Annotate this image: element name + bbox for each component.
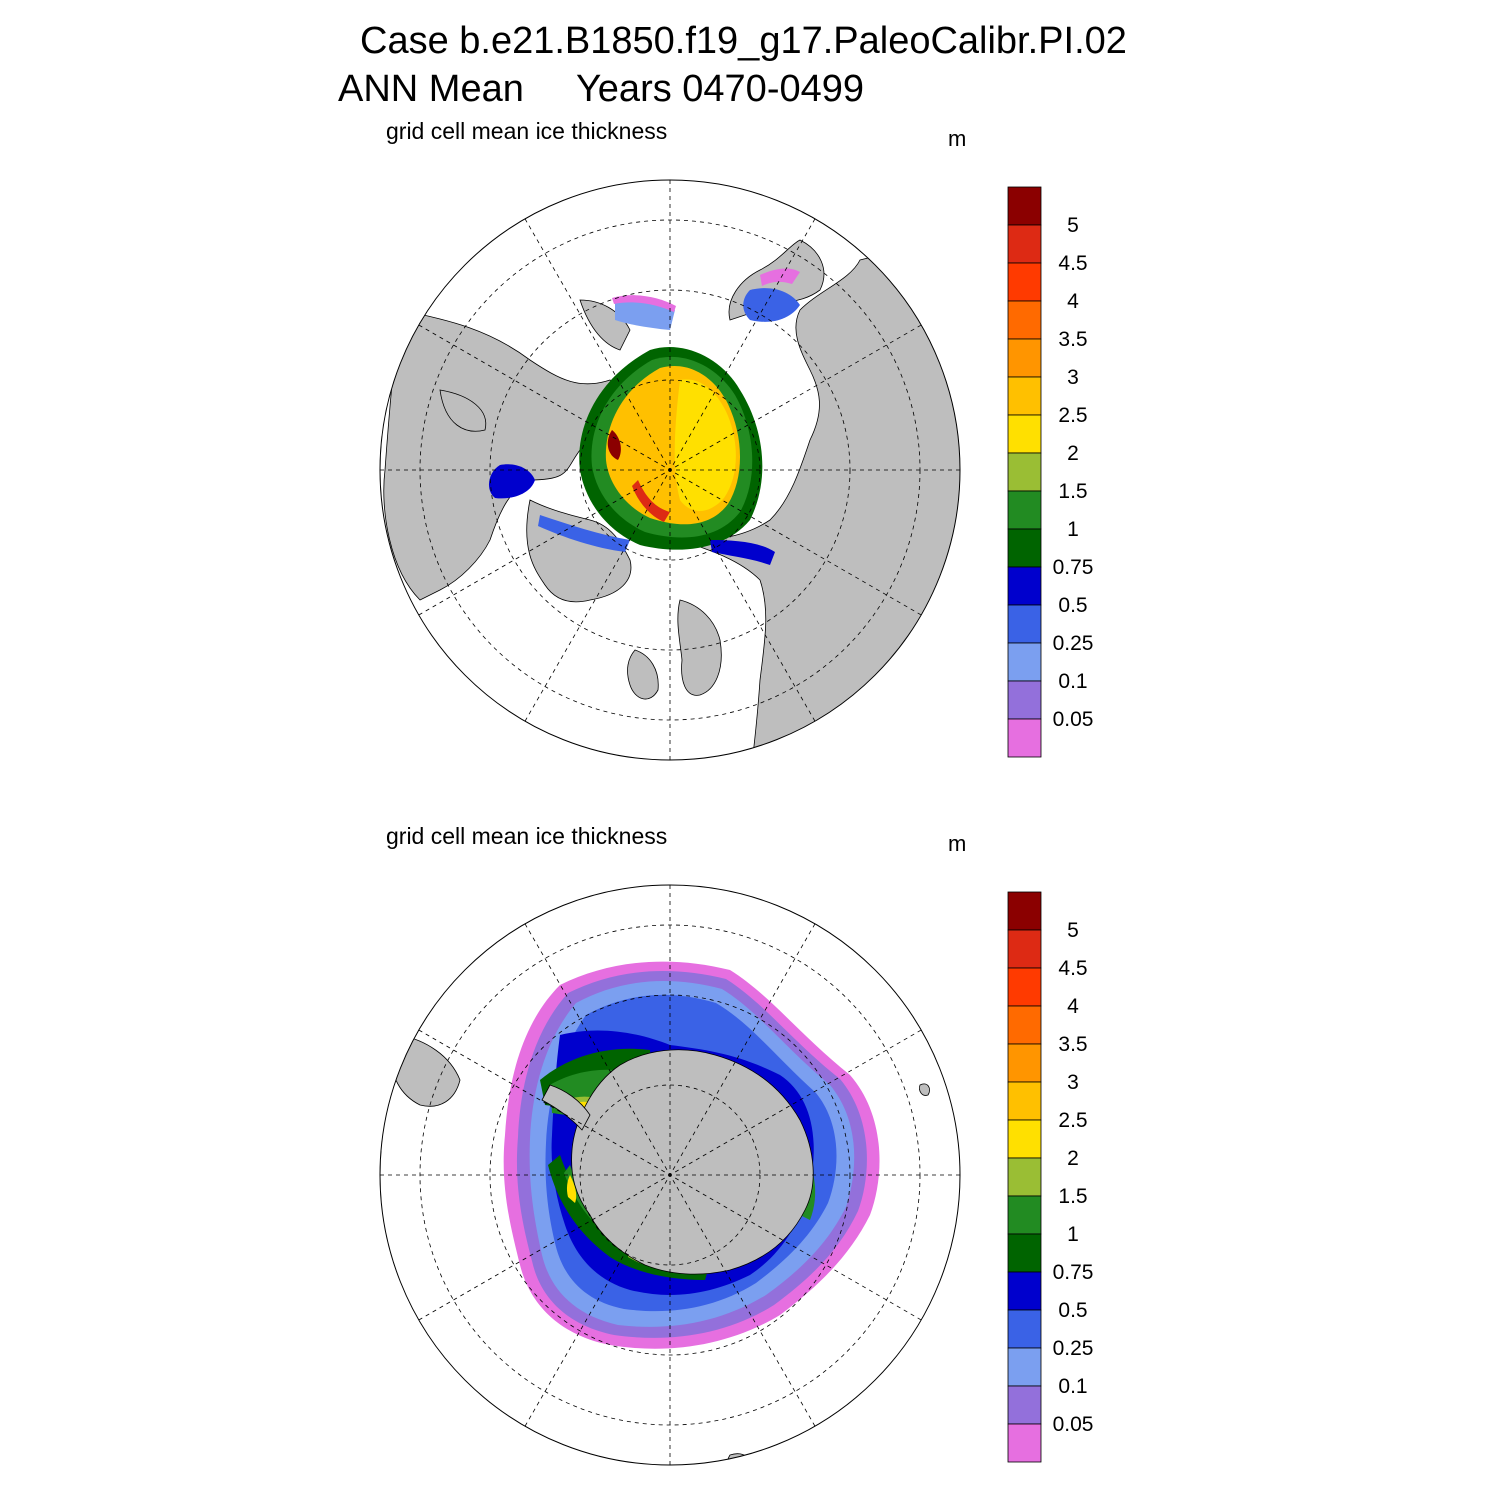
nh-colorbar-box [1007, 604, 1042, 644]
sh-colorbar-tick-label: 3 [1067, 1071, 1079, 1094]
sh-colorbar-tick-label: 0.25 [1053, 1337, 1094, 1360]
figure-title-period: ANN Mean Years 0470-0499 [338, 68, 865, 110]
sh-map-border [379, 884, 961, 1466]
sh-colorbar-tick-label: 0.5 [1058, 1299, 1087, 1322]
sh-colorbar-box [1007, 1195, 1042, 1235]
nh-polar-map [379, 179, 961, 761]
figure-title-case: Case b.e21.B1850.f19_g17.PaleoCalibr.PI.… [360, 20, 1127, 62]
sh-colorbar-tick-label: 4.5 [1058, 957, 1087, 980]
nh-colorbar-box [1007, 718, 1042, 758]
sh-colorbar-box [1007, 1309, 1042, 1349]
nh-colorbar-tick-label: 4 [1067, 290, 1079, 313]
sh-colorbar-box [1007, 1081, 1042, 1121]
sh-colorbar-tick-label: 1 [1067, 1223, 1079, 1246]
nh-map-border [379, 179, 961, 761]
nh-colorbar-tick-label: 0.25 [1053, 632, 1094, 655]
sh-colorbar-tick-label: 4 [1067, 995, 1079, 1018]
sh-unit-label: m [948, 831, 967, 856]
sh-colorbar: 5 4.5 4 3.5 3 2.5 2 1.5 1 0.75 0.5 0.25 0.1 0.05 [1007, 891, 1094, 1463]
nh-colorbar-tick-label: 3.5 [1058, 328, 1087, 351]
sh-polar-map [379, 884, 961, 1466]
sh-colorbar-box [1007, 891, 1042, 931]
sh-colorbar-tick-label: 0.1 [1058, 1375, 1087, 1398]
nh-colorbar-tick-label: 3 [1067, 366, 1079, 389]
nh-colorbar-tick-label: 4.5 [1058, 252, 1087, 275]
sh-panel-title: grid cell mean ice thickness [386, 823, 668, 849]
sh-colorbar-box [1007, 1347, 1042, 1387]
sh-colorbar-box [1007, 1423, 1042, 1463]
sh-colorbar-tick-label: 2.5 [1058, 1109, 1087, 1132]
sh-colorbar-tick-label: 1.5 [1058, 1185, 1087, 1208]
sh-colorbar-tick-label: 3.5 [1058, 1033, 1087, 1056]
nh-colorbar: 5 4.5 4 3.5 3 2.5 2 1.5 1 0.75 0.5 0.25 0.1 0.05 [1007, 186, 1094, 758]
nh-colorbar-tick-label: 5 [1067, 214, 1079, 237]
nh-colorbar-box [1007, 452, 1042, 492]
sh-colorbar-box [1007, 1119, 1042, 1159]
sh-colorbar-box [1007, 929, 1042, 969]
sh-colorbar-box [1007, 1271, 1042, 1311]
nh-colorbar-box [1007, 224, 1042, 264]
nh-colorbar-box [1007, 186, 1042, 226]
nh-colorbar-box [1007, 262, 1042, 302]
nh-colorbar-box [1007, 338, 1042, 378]
nh-colorbar-tick-label: 0.1 [1058, 670, 1087, 693]
sh-colorbar-tick-label: 2 [1067, 1147, 1079, 1170]
nh-colorbar-box [1007, 528, 1042, 568]
sh-colorbar-box [1007, 1043, 1042, 1083]
sh-graticule [380, 885, 960, 1465]
nh-colorbar-box [1007, 490, 1042, 530]
nh-colorbar-tick-label: 2 [1067, 442, 1079, 465]
sh-colorbar-box [1007, 1157, 1042, 1197]
nh-colorbar-tick-label: 0.05 [1053, 708, 1094, 731]
sh-colorbar-box [1007, 967, 1042, 1007]
sh-colorbar-tick-label: 5 [1067, 919, 1079, 942]
nh-colorbar-tick-label: 1 [1067, 518, 1079, 541]
nh-colorbar-tick-label: 2.5 [1058, 404, 1087, 427]
nh-colorbar-box [1007, 376, 1042, 416]
sh-colorbar-box [1007, 1385, 1042, 1425]
sh-colorbar-box [1007, 1005, 1042, 1045]
sh-colorbar-tick-label: 0.75 [1053, 1261, 1094, 1284]
nh-colorbar-tick-label: 0.75 [1053, 556, 1094, 579]
sh-colorbar-box [1007, 1233, 1042, 1273]
nh-colorbar-tick-label: 1.5 [1058, 480, 1087, 503]
nh-colorbar-box [1007, 566, 1042, 606]
nh-colorbar-box [1007, 414, 1042, 454]
sh-colorbar-tick-label: 0.05 [1053, 1413, 1094, 1436]
nh-sea-ice [488, 268, 800, 565]
nh-colorbar-box [1007, 642, 1042, 682]
nh-colorbar-box [1007, 680, 1042, 720]
nh-panel-title: grid cell mean ice thickness [386, 118, 668, 144]
nh-colorbar-tick-label: 0.5 [1058, 594, 1087, 617]
nh-unit-label: m [948, 126, 967, 151]
nh-colorbar-box [1007, 300, 1042, 340]
nh-graticule [380, 180, 960, 760]
